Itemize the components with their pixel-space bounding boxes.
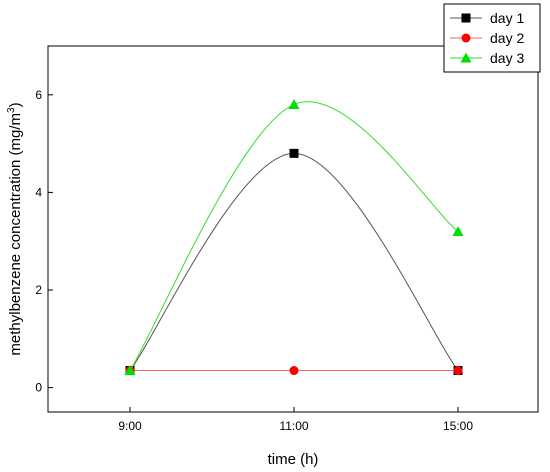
data-point-day-2 — [453, 366, 463, 376]
legend-label: day 1 — [490, 10, 524, 26]
x-tick-label: 11:00 — [279, 419, 308, 433]
legend-label: day 2 — [490, 30, 524, 46]
y-tick-label: 6 — [35, 88, 42, 102]
data-point-day-3 — [452, 225, 464, 236]
series-layer — [124, 99, 464, 376]
x-tick-label: 9:00 — [118, 419, 142, 433]
series-line-day-3 — [129, 101, 459, 371]
y-axis-label-superscript: 3 — [6, 107, 17, 113]
x-tick-label: 15:00 — [443, 419, 473, 433]
y-axis-label: methylbenzene concentration (mg/m3) — [6, 102, 24, 355]
legend-marker — [461, 33, 471, 43]
data-point-day-3 — [124, 365, 136, 376]
legend-marker — [461, 13, 471, 23]
series-line-day-1 — [129, 152, 459, 371]
y-tick-label: 0 — [35, 381, 42, 395]
x-axis: 9:00 11:00 15:00 — [118, 407, 473, 433]
plot-frame — [47, 45, 539, 413]
y-axis-label-main: methylbenzene concentration (mg/m — [7, 113, 24, 356]
x-axis-label: time (h) — [268, 451, 319, 468]
y-axis: 0 2 4 6 — [35, 88, 53, 395]
plot-area — [47, 45, 539, 413]
data-point-day-1 — [289, 148, 299, 158]
y-axis-label-close: ) — [7, 102, 24, 107]
y-tick-label: 4 — [35, 185, 42, 199]
data-point-day-2 — [289, 366, 299, 376]
legend-marker — [460, 52, 472, 63]
legend-label: day 3 — [490, 50, 524, 66]
y-tick-label: 2 — [35, 283, 42, 297]
data-point-day-3 — [288, 99, 300, 110]
legend: day 1 day 2 day 3 — [443, 3, 541, 73]
